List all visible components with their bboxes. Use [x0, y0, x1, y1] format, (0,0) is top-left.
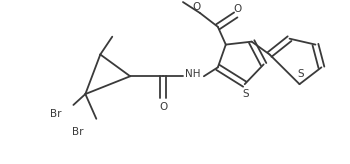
Text: NH: NH [185, 69, 201, 79]
Text: Br: Br [50, 109, 62, 119]
Text: S: S [297, 69, 304, 79]
Text: O: O [159, 102, 167, 112]
Text: O: O [193, 2, 201, 12]
Text: S: S [243, 89, 249, 99]
Text: O: O [234, 4, 242, 14]
Text: Br: Br [72, 127, 84, 137]
